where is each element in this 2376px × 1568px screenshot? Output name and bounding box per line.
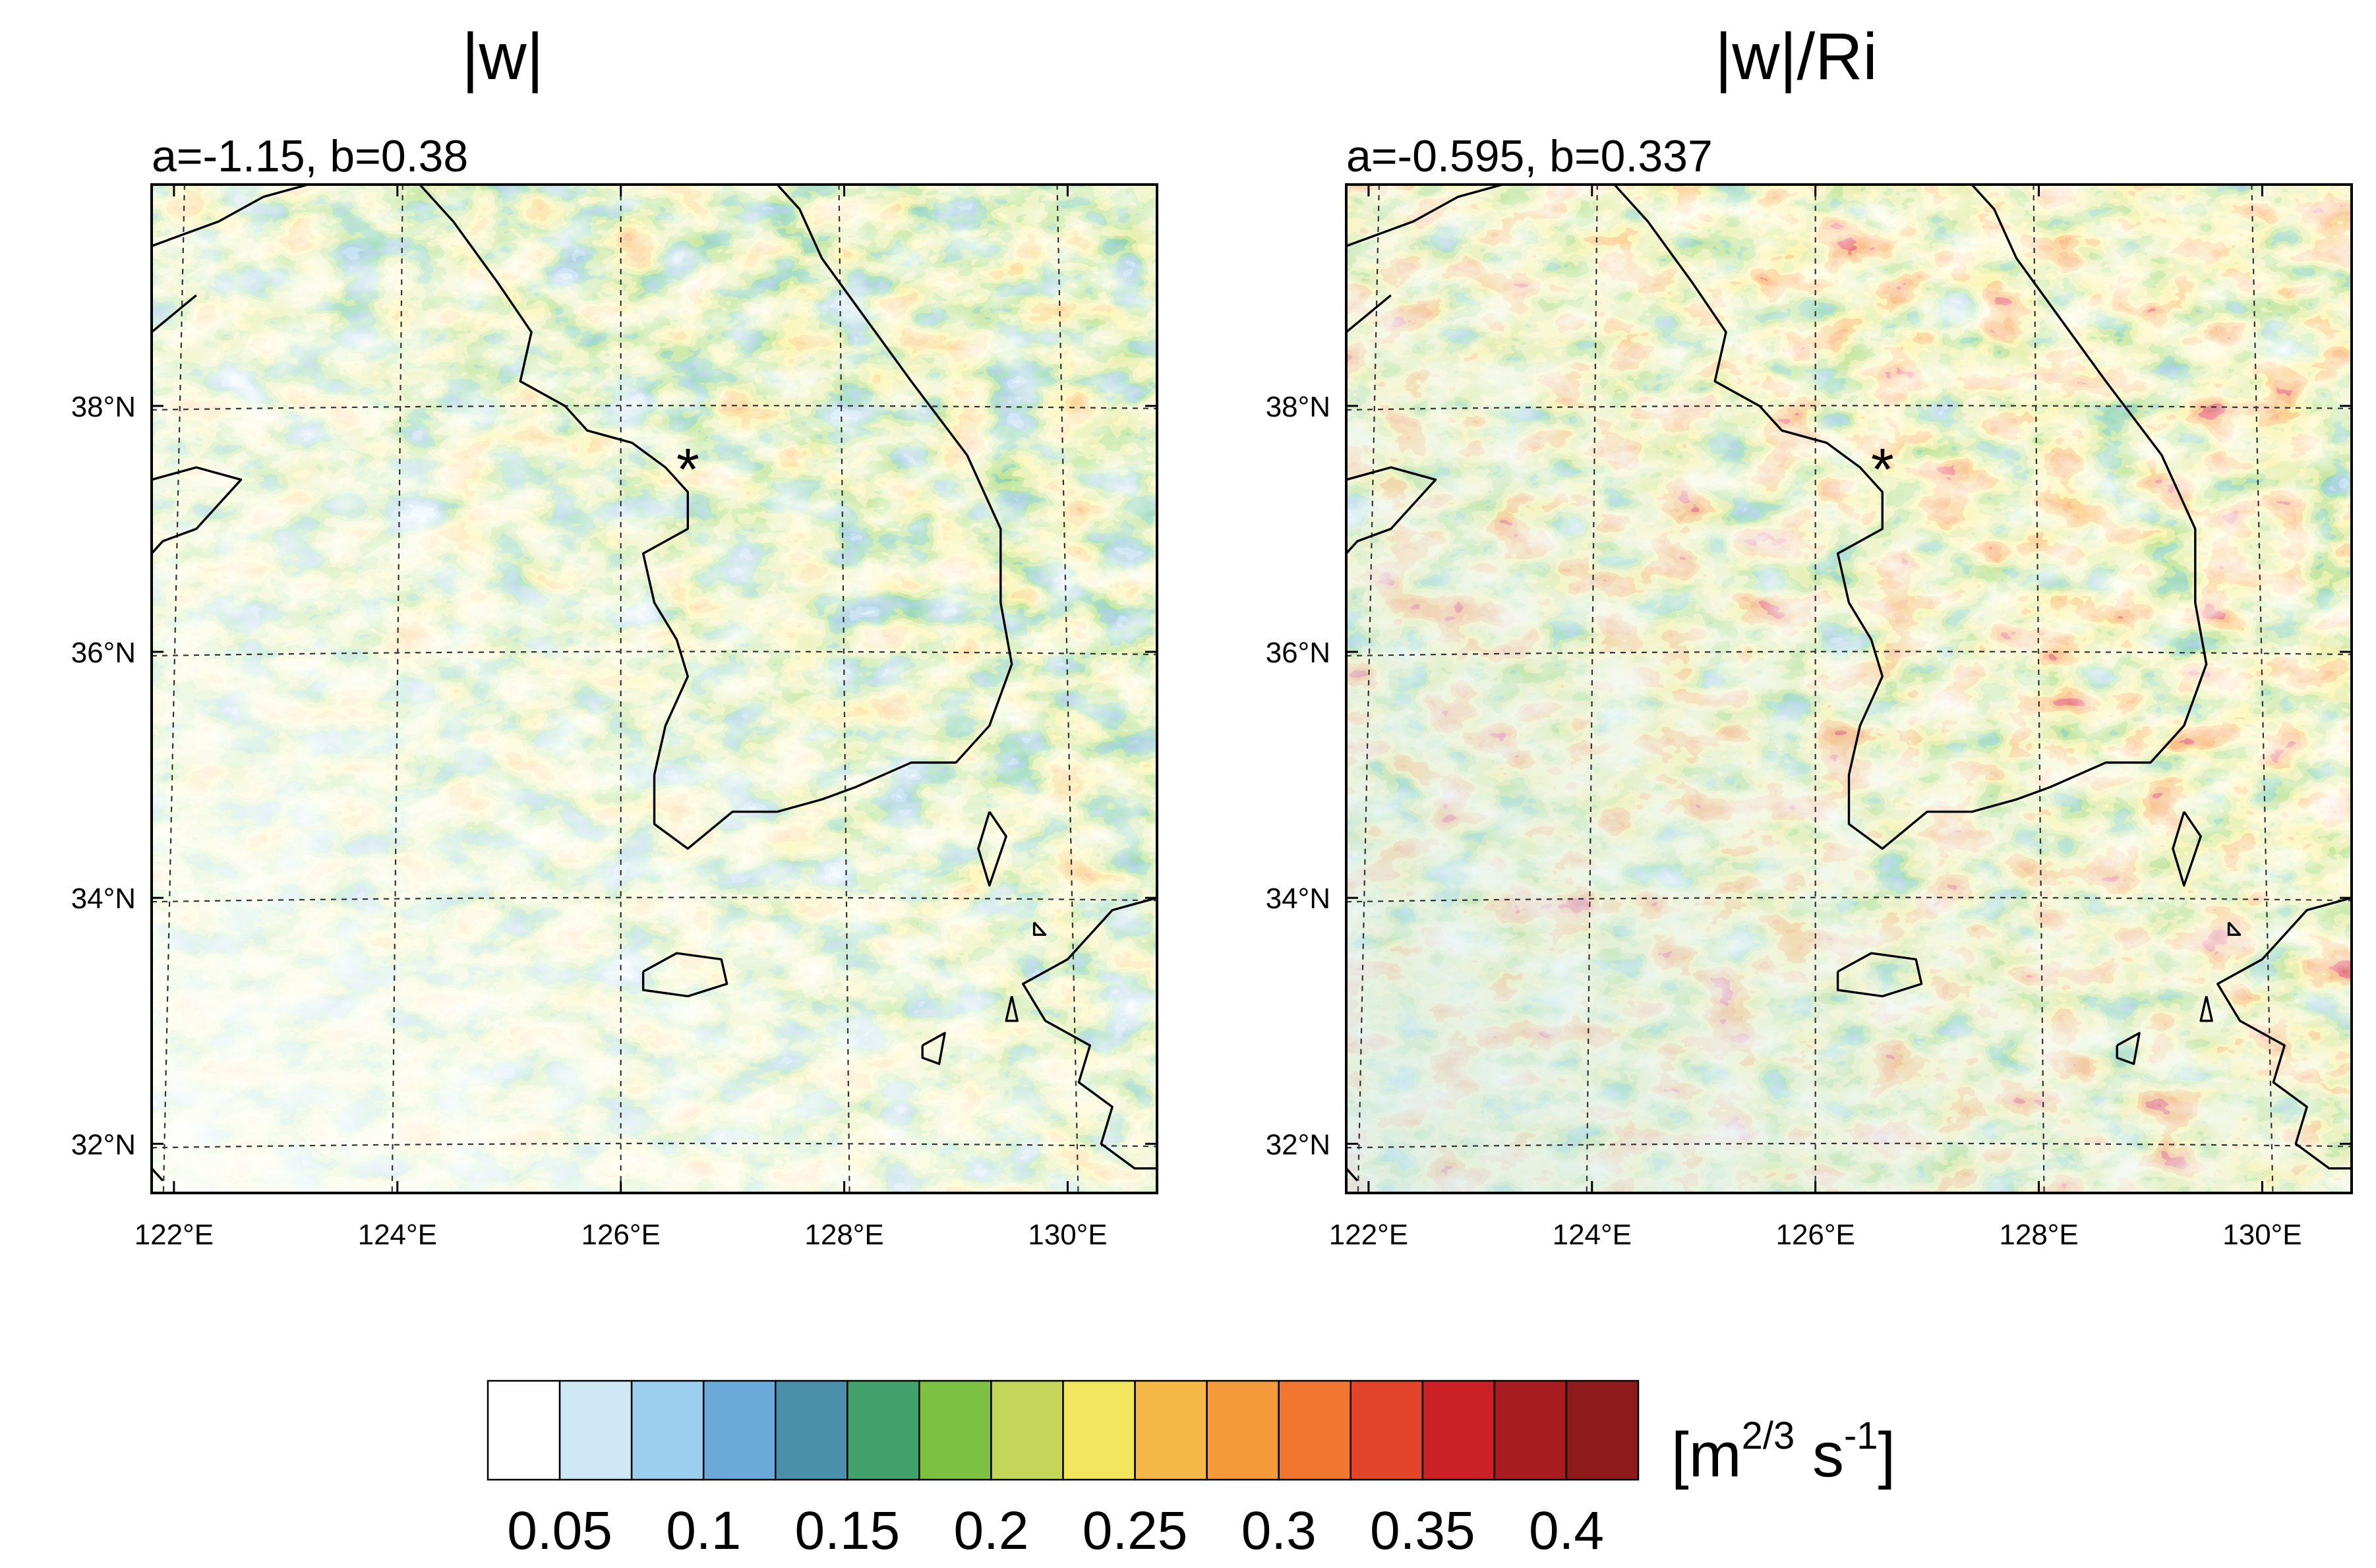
colorbar-swatch — [1062, 1379, 1136, 1481]
coastline — [1836, 952, 1923, 998]
ocean-fade — [1346, 185, 2352, 1193]
colorbar-swatch — [775, 1379, 848, 1481]
lon-tick-label: 128°E — [804, 1219, 883, 1251]
coastline — [641, 952, 728, 998]
coastline — [977, 811, 1007, 887]
colorbar-swatch — [630, 1379, 705, 1481]
panel-title: |w| — [461, 20, 543, 94]
colorbar-label: 0.1 — [666, 1501, 741, 1561]
colorbar: 0.05 0.1 0.15 0.2 0.25 0.3 0.35 0.4 [m2/3 s-1] — [487, 1379, 1895, 1561]
lon-tick-label: 130°E — [2222, 1219, 2302, 1251]
colorbar-swatch — [1350, 1379, 1424, 1481]
colorbar-label: 0.4 — [1529, 1501, 1604, 1561]
panel-subtitle: a=-1.15, b=0.38 — [152, 131, 468, 181]
colorbar-unit: [m2/3 s-1] — [1671, 1414, 1895, 1490]
ocean-fade — [152, 185, 1157, 1193]
coastline — [1022, 896, 1157, 1170]
lat-tick-label: 38°N — [71, 391, 136, 423]
lat-gridline — [152, 1142, 1157, 1149]
station-marker: * — [1871, 437, 1894, 503]
coastline — [2116, 1031, 2141, 1065]
lat-gridline — [152, 896, 1157, 903]
coastline — [2227, 921, 2242, 936]
colorbar-label: 0.35 — [1370, 1501, 1475, 1561]
colorbar-label: 0.2 — [953, 1501, 1028, 1561]
lon-tick-label: 130°E — [1028, 1219, 1107, 1251]
coastline — [1032, 921, 1047, 936]
panel-subtitle: a=-0.595, b=0.337 — [1346, 131, 1713, 181]
colorbar-swatch — [1493, 1379, 1568, 1481]
panel-title: |w|/Ri — [1715, 20, 1877, 94]
colorbar-swatch — [702, 1379, 777, 1481]
panel-left: |w| a=-1.15, b=0.38 * 38°N 36°N 34°N 32°N 122°E… — [71, 20, 1158, 1251]
map-frame — [1345, 183, 2353, 1194]
map-frame — [150, 183, 1158, 1194]
coastline — [1346, 1167, 1359, 1182]
lon-tick-label: 122°E — [1329, 1219, 1408, 1251]
coastline — [1346, 185, 1503, 247]
lat-gridline — [152, 405, 1157, 411]
lon-tick-label: 124°E — [1553, 1219, 1632, 1251]
lon-tick-label: 122°E — [134, 1219, 214, 1251]
lat-gridline — [1346, 405, 2352, 411]
lat-tick-label: 32°N — [71, 1128, 136, 1161]
coastline — [2216, 896, 2352, 1170]
colorbar-label: 0.05 — [507, 1501, 612, 1561]
colorbar-label: 0.15 — [795, 1501, 901, 1561]
lon-tick-label: 126°E — [581, 1219, 660, 1251]
colorbar-swatch — [918, 1379, 992, 1481]
coastline — [921, 1031, 946, 1065]
colorbar-label: 0.25 — [1083, 1501, 1188, 1561]
colorbar-swatch — [1134, 1379, 1208, 1481]
colorbar-swatch — [1206, 1379, 1280, 1481]
lon-tick-label: 126°E — [1775, 1219, 1855, 1251]
colorbar-swatch — [1421, 1379, 1496, 1481]
panel-right: |w|/Ria=-0.595, b=0.337 * 38°N 36°N 34°N 32°N… — [1266, 20, 2353, 1251]
lat-tick-label: 36°N — [1266, 637, 1330, 669]
colorbar-swatch — [558, 1379, 633, 1481]
coastline — [152, 466, 243, 554]
coastline — [152, 1167, 164, 1182]
station-marker: * — [676, 437, 699, 503]
field-plot — [1346, 185, 2352, 1193]
colorbar-swatch — [1278, 1379, 1351, 1481]
coastline — [2172, 811, 2202, 887]
field-plot — [152, 185, 1157, 1193]
coastline — [2199, 996, 2213, 1022]
colorbar-swatch — [1565, 1379, 1640, 1481]
coastline — [1005, 996, 1019, 1022]
lat-gridline — [1346, 651, 2352, 657]
colorbar-swatch — [846, 1379, 920, 1481]
lat-gridline — [1346, 1142, 2352, 1149]
lon-tick-label: 128°E — [1999, 1219, 2078, 1251]
lat-gridline — [1346, 896, 2352, 903]
lat-tick-label: 36°N — [71, 637, 136, 669]
colorbar-swatch — [990, 1379, 1064, 1481]
coastline — [1613, 185, 2208, 850]
lon-tick-label: 124°E — [358, 1219, 437, 1251]
lat-tick-label: 34°N — [1266, 883, 1330, 915]
lat-tick-label: 32°N — [1266, 1128, 1330, 1161]
coastline — [1346, 466, 1437, 554]
coastline — [152, 294, 197, 334]
coastline — [419, 185, 1013, 850]
colorbar-swatch — [487, 1379, 561, 1481]
colorbar-label: 0.3 — [1241, 1501, 1317, 1561]
coastline — [152, 185, 309, 247]
lat-gridline — [152, 651, 1157, 657]
coastline — [1346, 294, 1392, 334]
lat-tick-label: 34°N — [71, 883, 136, 915]
lat-tick-label: 38°N — [1266, 391, 1330, 423]
